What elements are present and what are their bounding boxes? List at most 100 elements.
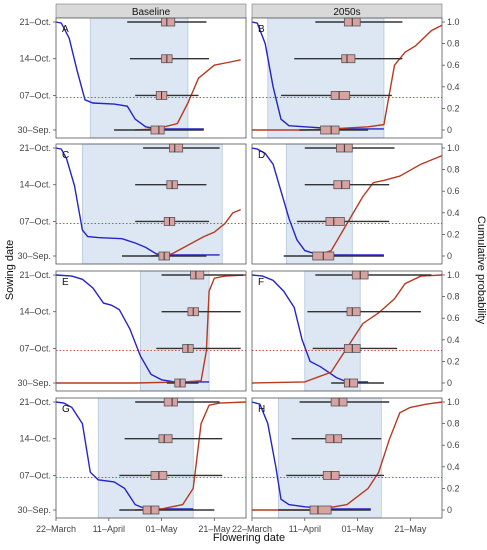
rise-curve (150, 208, 241, 257)
x-tick-label: 21–May (394, 524, 427, 534)
flowering-window (304, 270, 361, 392)
panel-border (251, 270, 443, 392)
box-2 (135, 91, 199, 100)
panel-c: C 21–Oct. 14–Oct. 07–Oct. 30–Sep. (17, 143, 247, 265)
rise-curve (135, 401, 247, 511)
y-tick-label-right: 0.4 (447, 208, 460, 218)
x-tick-label: 11–April (289, 524, 321, 534)
box-3 (121, 251, 207, 261)
rise-curve (315, 154, 443, 257)
panel-d: D 0 0.2 0.4 0.6 0.8 1.0 (251, 143, 460, 265)
box-iqr (190, 270, 205, 280)
box-1 (161, 307, 241, 317)
panel-b: B 0 0.2 0.4 0.6 0.8 1.0 (251, 17, 460, 139)
y-tick-label-right: 1.0 (447, 17, 460, 27)
y-tick-label-left: 14–Oct. (19, 307, 51, 317)
flowering-window (285, 143, 353, 265)
box-iqr (346, 307, 361, 317)
y-tick-label-right: 0.6 (447, 440, 460, 450)
panel-letter: D (258, 150, 265, 161)
flowering-window (277, 397, 382, 519)
y-axis-title-right: Cumulative probability (475, 216, 487, 325)
panel-letter: G (62, 404, 70, 415)
flowering-window (267, 17, 385, 139)
decline-curve (55, 21, 204, 130)
box-3 (278, 505, 371, 515)
panel-letter: B (258, 24, 265, 35)
panel-border (55, 270, 247, 392)
box-2 (312, 344, 398, 353)
rise-curve (251, 274, 443, 384)
y-tick-label-left: 07–Oct. (19, 90, 51, 100)
box-1 (124, 434, 223, 444)
y-tick-label-right: 0.8 (447, 419, 460, 429)
box-1 (304, 180, 390, 190)
y-tick-label-right: 0 (447, 125, 452, 135)
box-1 (307, 307, 421, 317)
box-1 (135, 180, 207, 190)
panel-a: A 21–Oct. 14–Oct. 07–Oct. 30–Sep. (17, 17, 247, 139)
y-tick-label-right: 0.4 (447, 335, 460, 345)
box-iqr (343, 378, 358, 388)
box-iqr (325, 217, 345, 226)
panels: A 21–Oct. 14–Oct. 07–Oct. 30–Sep. B 0 0.2 0.4 0.6… (17, 17, 459, 534)
y-tick-label-right: 0 (447, 505, 452, 515)
y-tick-label-right: 0.2 (447, 356, 460, 366)
panel-h: H 0 0.2 0.4 0.6 0.8 1.0 22–March 11–April 01–May 2… (232, 397, 460, 534)
y-tick-label-left: 30–Sep. (17, 378, 51, 388)
panel-border (55, 143, 247, 265)
y-tick-label-right: 0.6 (447, 60, 460, 70)
strip-label-baseline: Baseline (132, 7, 171, 18)
flowering-window (89, 17, 189, 139)
x-tick-label: 11–April (93, 524, 125, 534)
y-tick-label-right: 0.4 (447, 462, 460, 472)
y-tick-label-right: 0.2 (447, 229, 460, 239)
y-tick-label-left: 21–Oct. (19, 17, 51, 27)
rise-curve (56, 274, 247, 384)
panel-border (251, 17, 443, 139)
panel-border (55, 17, 247, 139)
box-3 (114, 125, 204, 135)
y-tick-label-left: 14–Oct. (19, 434, 51, 444)
box-iqr (341, 54, 356, 64)
panel-e: E 21–Oct. 14–Oct. 07–Oct. 30–Sep. (17, 270, 247, 392)
panel-border (55, 397, 247, 519)
box-iqr (309, 505, 332, 515)
box-iqr (330, 91, 351, 100)
box-iqr (163, 397, 178, 407)
panel-letter: A (62, 24, 69, 35)
x-axis-title: Flowering date (213, 532, 285, 544)
y-tick-label-left: 30–Sep. (17, 251, 51, 261)
box-2 (281, 91, 392, 100)
y-axis-title-left: Sowing date (4, 240, 16, 301)
y-tick-label-left: 14–Oct. (19, 180, 51, 190)
box-1 (129, 54, 210, 64)
y-tick-label-right: 0 (447, 378, 452, 388)
x-tick-label: 22–March (232, 524, 272, 534)
y-tick-label-left: 21–Oct. (19, 143, 51, 153)
box-2 (119, 471, 223, 480)
x-tick-label: 01–May (342, 524, 375, 534)
y-tick-label-right: 1.0 (447, 143, 460, 153)
strip-label-2050s: 2050s (333, 7, 360, 18)
box-3 (283, 251, 384, 261)
y-tick-label-left: 30–Sep. (17, 505, 51, 515)
y-tick-label-right: 0.2 (447, 103, 460, 113)
y-tick-label-left: 07–Oct. (19, 343, 51, 353)
panel-border (251, 397, 443, 519)
panel-border (251, 143, 443, 265)
box-3 (331, 378, 384, 388)
y-tick-label-right: 0.2 (447, 483, 460, 493)
flowering-window (81, 143, 223, 265)
box-3 (119, 505, 215, 515)
y-tick-label-left: 21–Oct. (19, 397, 51, 407)
y-tick-label-right: 0 (447, 251, 452, 261)
y-tick-label-right: 1.0 (447, 397, 460, 407)
box-2 (135, 217, 210, 226)
panel-letter: H (258, 404, 265, 415)
box-iqr (158, 434, 173, 444)
box-2 (156, 344, 241, 353)
decline-curve (55, 401, 194, 510)
y-tick-label-left: 14–Oct. (19, 54, 51, 64)
box-0 (135, 397, 220, 407)
